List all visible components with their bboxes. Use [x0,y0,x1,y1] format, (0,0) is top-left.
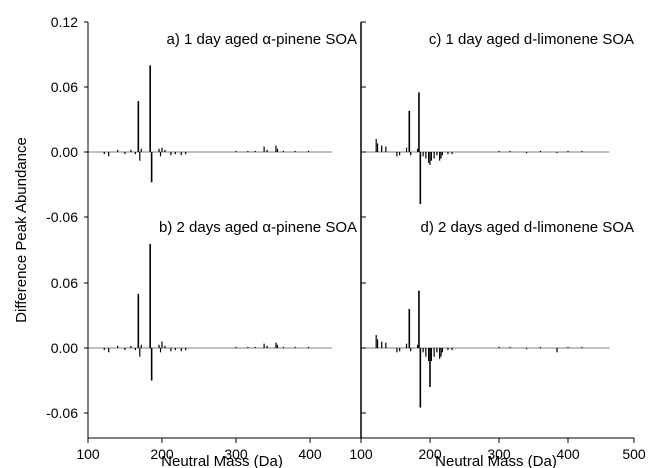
x-ticks-right: 100 200 300 400 500 [349,438,646,462]
y-tick-label: -0.06 [46,209,78,225]
y-tick-label: -0.06 [46,405,78,421]
y-tick-label: 0.06 [51,79,78,95]
y-tick-label: 0.00 [51,340,78,356]
y-axis-label: Difference Peak Abundance [13,137,30,323]
x-tick-label: 500 [622,446,646,462]
y-ticks-bottom: 0.06 0.00 -0.06 [46,275,366,421]
y-tick-label: 0.06 [51,275,78,291]
x-tick-label: 300 [224,446,248,462]
x-tick-label: 200 [418,446,442,462]
y-tick-label: 0.00 [51,144,78,160]
panel-c-title: c) 1 day aged d-limonene SOA [429,31,634,48]
panel-a-title: a) 1 day aged α-pinene SOA [167,31,357,48]
x-tick-label: 400 [556,446,580,462]
x-tick-label: 200 [150,446,174,462]
y-tick-label: 0.12 [51,14,78,30]
x-tick-label: 100 [349,446,373,462]
x-tick-label: 300 [487,446,511,462]
panel-d-title: d) 2 days aged d-limonene SOA [421,219,634,236]
x-axis-label-left: Neutral Mass (Da) [161,453,283,468]
x-tick-label: 100 [76,446,100,462]
x-tick-label: 400 [298,446,322,462]
bars-layer [88,65,610,408]
x-axis-label-right: Neutral Mass (Da) [435,453,557,468]
panel-b-title: b) 2 days aged α-pinene SOA [159,219,357,236]
x-ticks-left: 100 200 300 400 [76,438,322,462]
